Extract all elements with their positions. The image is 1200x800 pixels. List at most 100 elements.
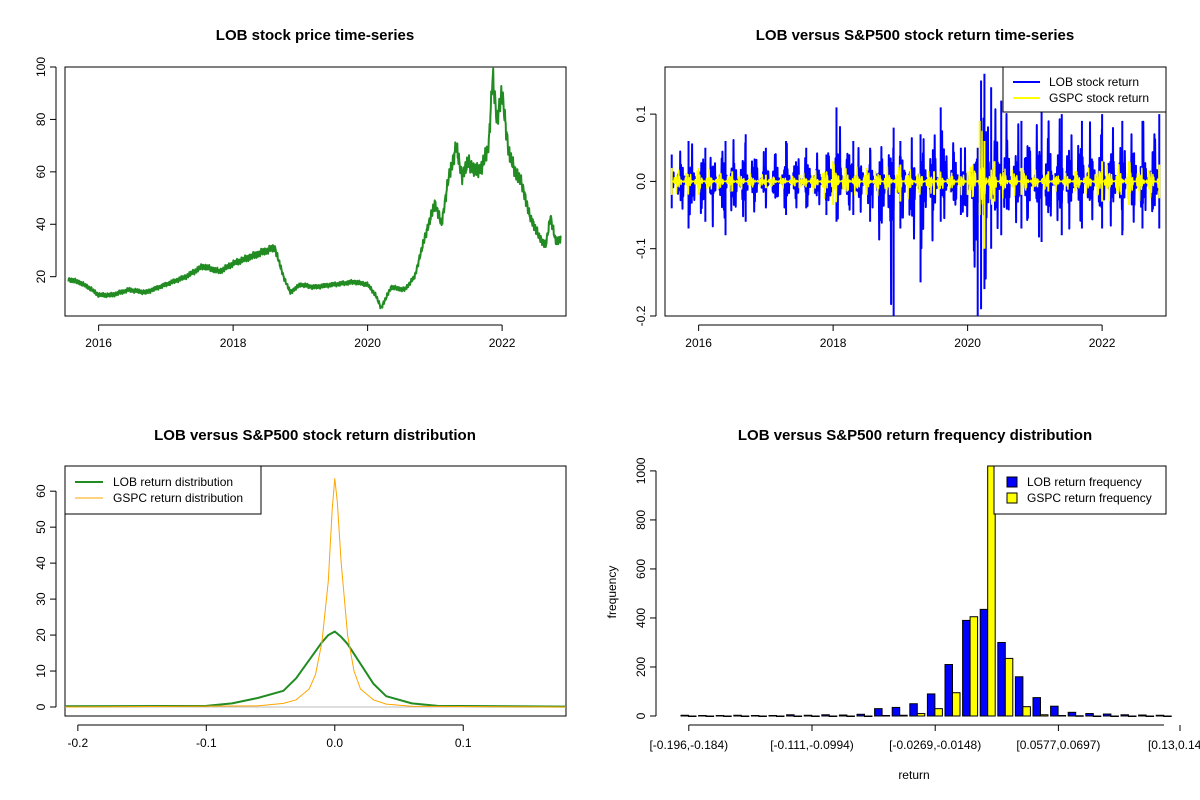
y-tick-label: -0.1 [634, 238, 648, 259]
y-tick-label: 60 [34, 484, 48, 498]
x-tick-label: 2018 [820, 336, 847, 350]
y-tick-label: 0.1 [634, 105, 648, 122]
y-tick-label: 0 [634, 712, 648, 719]
gspc-frequency-bar [1145, 715, 1155, 717]
chart-title: LOB versus S&P500 return frequency distr… [738, 427, 1092, 444]
gspc-frequency-bar [705, 715, 715, 717]
lob-frequency-bar [698, 715, 707, 717]
lob-density-line [64, 630, 567, 708]
series-layer [670, 73, 1161, 316]
gspc-frequency-bar [1163, 715, 1172, 717]
plot-frame [64, 66, 567, 317]
lob-frequency-bar [856, 713, 865, 717]
gspc-frequency-bar [881, 715, 891, 717]
y-tick-label: 0 [34, 703, 48, 710]
x-tick-label: 2022 [1089, 336, 1116, 350]
gspc-frequency-bar [934, 708, 943, 717]
x-tick-label: 2022 [489, 336, 516, 350]
legend-label: LOB stock return [1049, 75, 1139, 89]
y-tick-label: 800 [634, 510, 648, 530]
y-tick-label: 600 [634, 559, 648, 579]
gspc-frequency-bar [1092, 715, 1102, 717]
lob-frequency-bar [997, 641, 1006, 717]
chart-title: LOB stock price time-series [216, 27, 414, 44]
lob-frequency-bar [944, 664, 953, 717]
legend-swatch-gspc [1006, 492, 1018, 504]
x-tick-label: -0.1 [196, 736, 217, 750]
y-tick-label: 1000 [634, 457, 648, 484]
gspc-frequency-bar [1004, 657, 1014, 717]
series-layer [64, 478, 567, 708]
series-layer [67, 67, 562, 310]
y-tick-label: 30 [34, 592, 48, 606]
y-axis: -0.2 -0.1 0.0 0.1 [634, 105, 657, 326]
gspc-frequency-bar [740, 715, 750, 717]
legend-box [64, 465, 262, 515]
legend-box [993, 465, 1167, 515]
y-axis: 20 40 60 80 100 [34, 57, 57, 284]
y-tick-label: 50 [34, 520, 48, 534]
y-tick-label: 10 [34, 664, 48, 678]
lob-frequency-bar [1085, 713, 1094, 717]
legend: LOB return distribution GSPC return dist… [64, 465, 262, 515]
y-tick-label: 40 [34, 556, 48, 570]
x-tick-label: -0.2 [68, 736, 89, 750]
gspc-frequency-bar [688, 715, 697, 717]
lob-frequency-bar [926, 693, 936, 717]
lob-frequency-bar [979, 608, 989, 717]
lob-frequency-bar [1032, 697, 1041, 717]
lob-frequency-bar [680, 714, 689, 717]
lob-frequency-bar [1138, 714, 1147, 717]
gspc-frequency-bar [952, 692, 961, 717]
y-tick-label: 200 [634, 657, 648, 677]
lob-frequency-bar [874, 708, 883, 717]
x-axis: 2016 2018 2020 2022 [685, 324, 1116, 350]
x-axis: -0.2 -0.1 0.0 0.1 [68, 724, 472, 750]
lob-frequency-bar [1067, 711, 1077, 717]
gspc-frequency-bar [1110, 715, 1119, 717]
y-tick-label: 20 [34, 628, 48, 642]
legend-label: GSPC return frequency [1027, 491, 1152, 505]
gspc-frequency-bar [776, 715, 785, 717]
y-axis-label: frequency [605, 566, 619, 619]
x-tick-label: 2020 [954, 336, 981, 350]
gspc-frequency-bar [969, 616, 979, 717]
lob-frequency-bar [768, 715, 777, 717]
price-timeseries-panel: LOB stock price time-series 2016 2018 2020… [34, 27, 567, 350]
y-tick-label: 80 [34, 112, 48, 126]
legend-swatch-lob [1006, 476, 1018, 488]
lob-frequency-bar [821, 714, 830, 717]
lob-frequency-bar [891, 706, 901, 717]
legend-label: LOB return frequency [1027, 475, 1142, 489]
gspc-frequency-bar [793, 715, 803, 717]
y-tick-label: 20 [34, 270, 48, 284]
chart-title: LOB versus S&P500 stock return time-seri… [756, 27, 1074, 44]
gspc-frequency-bar [1040, 714, 1049, 717]
lob-frequency-bar [838, 714, 848, 717]
x-tick-label: 2020 [354, 336, 381, 350]
y-tick-label: 40 [34, 217, 48, 231]
x-tick-label: 2018 [220, 336, 247, 350]
lob-frequency-bar [1014, 676, 1024, 717]
price-series-line [67, 67, 562, 310]
legend-label: GSPC stock return [1049, 91, 1149, 105]
x-axis: 2016 2018 2020 2022 [85, 324, 516, 350]
gspc-density-line [64, 478, 567, 708]
y-tick-label: 400 [634, 608, 648, 628]
lob-frequency-bar [1102, 713, 1112, 717]
legend: LOB return frequency GSPC return frequen… [993, 465, 1167, 515]
gspc-return-line [671, 130, 1160, 227]
y-tick-label: 60 [34, 165, 48, 179]
lob-frequency-bar [1050, 705, 1059, 717]
return-distribution-panel: LOB versus S&P500 stock return distribut… [34, 427, 567, 750]
legend-label: GSPC return distribution [113, 491, 243, 505]
x-tick-label: 0.1 [455, 736, 472, 750]
lob-frequency-bar [750, 715, 760, 717]
lob-frequency-bar [715, 715, 725, 717]
x-tick-label: 0.0 [326, 736, 343, 750]
lob-frequency-bar [786, 714, 795, 717]
lob-frequency-bar [909, 703, 918, 717]
gspc-frequency-bar [828, 715, 838, 717]
legend-label: LOB return distribution [113, 475, 233, 489]
